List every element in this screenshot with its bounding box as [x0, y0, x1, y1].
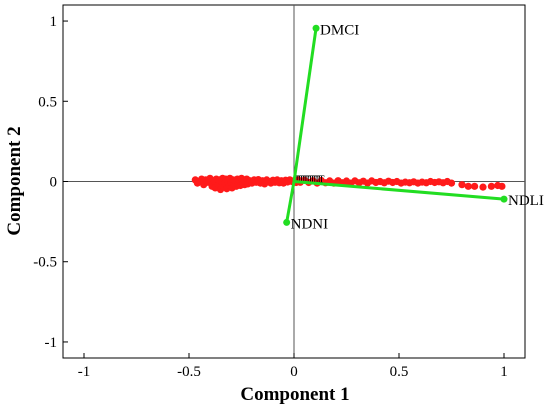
loading-glyph: T	[294, 175, 300, 186]
score-point	[487, 182, 495, 190]
score-point	[458, 181, 466, 189]
x-tick-label: -0.5	[177, 364, 201, 380]
y-tick-label: -1	[45, 335, 58, 351]
y-tick-label: 0.5	[38, 94, 57, 110]
y-tick-label: -0.5	[33, 255, 57, 271]
vector-label-ndni: NDNI	[291, 216, 329, 232]
x-tick-label: -1	[78, 364, 91, 380]
loading-glyph: T	[301, 175, 307, 186]
y-tick-label: 1	[50, 14, 58, 30]
x-axis-title: Component 1	[240, 384, 349, 405]
vector-label-dmci: DMCI	[320, 22, 359, 38]
x-tick-label: 0.5	[390, 364, 409, 380]
loading-glyph: T	[318, 175, 324, 186]
vector-label-ndli: NDLI	[508, 193, 544, 209]
x-tick-label: 1	[500, 364, 508, 380]
x-tick-label: 0	[290, 364, 298, 380]
loading-glyph: T	[316, 175, 322, 186]
vector-tip-ndli	[500, 195, 508, 203]
loading-glyph: T	[310, 175, 316, 186]
vector-tip-dmci	[312, 24, 320, 32]
tick-marks	[63, 20, 505, 358]
y-tick-label: 0	[50, 175, 58, 191]
loading-vectors: DMCI NDLI NDNI	[283, 22, 544, 232]
score-point	[447, 179, 456, 187]
score-point	[479, 183, 487, 191]
loading-glyph: T	[312, 175, 318, 186]
score-point	[498, 182, 506, 190]
vector-tip-ndni	[283, 218, 291, 226]
vector-dmci	[292, 28, 318, 182]
vector-ndni	[285, 181, 296, 223]
loading-glyph: T	[305, 175, 311, 186]
score-points	[191, 174, 506, 194]
loading-glyph: T	[307, 175, 313, 186]
y-axis-title: Component 2	[4, 126, 25, 235]
score-point	[464, 182, 472, 190]
loading-glyph: T	[303, 175, 309, 186]
loading-glyph: T	[296, 175, 302, 186]
loading-glyph: T	[314, 175, 320, 186]
tick-labels: -1 -0.5 0 0.5 1 -1 -0.5 0 0.5 1	[33, 14, 508, 380]
score-point	[471, 182, 479, 190]
vector-ndli	[293, 180, 505, 201]
loading-glyph: T	[299, 175, 305, 186]
